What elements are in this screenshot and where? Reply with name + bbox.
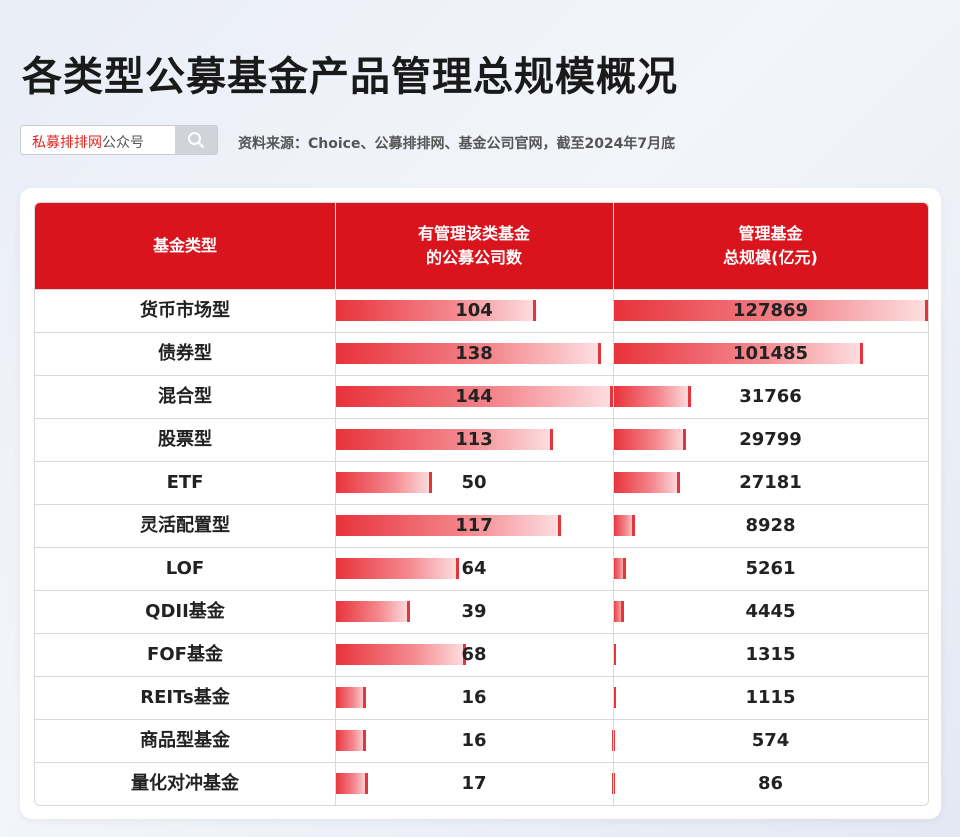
- company-count-value: 39: [461, 601, 487, 622]
- table-row: 股票型 113 29799: [35, 418, 928, 461]
- table-row: 量化对冲基金 17 86: [35, 762, 928, 805]
- fund-type-label: 货币市场型: [140, 300, 230, 321]
- table-row: 混合型 144 31766: [35, 375, 928, 418]
- company-count-bar: [335, 558, 459, 579]
- fund-type-label: 混合型: [158, 386, 212, 407]
- company-count-bar: [335, 386, 613, 407]
- total-scale-value: 5261: [745, 558, 796, 579]
- total-scale-value: 8928: [745, 515, 796, 536]
- total-scale-bar: [613, 429, 687, 450]
- total-scale-value: 27181: [739, 472, 802, 493]
- header-fund-type: 基金类型: [152, 236, 217, 255]
- total-scale-bar: [613, 300, 928, 321]
- search-button[interactable]: [175, 126, 217, 154]
- total-scale-value: 4445: [745, 601, 796, 622]
- fund-type-label: 商品型基金: [140, 730, 230, 751]
- header-total-scale: 管理基金 总规模(亿元): [723, 224, 818, 267]
- company-count-value: 113: [455, 429, 493, 450]
- header-divider: [613, 203, 614, 289]
- company-count-bar: [335, 773, 368, 794]
- company-count-bar: [335, 515, 561, 536]
- fund-type-label: ETF: [166, 472, 204, 493]
- table-row: 灵活配置型 117 8928: [35, 504, 928, 547]
- fund-type-label: 量化对冲基金: [131, 773, 239, 794]
- column-divider: [335, 289, 336, 805]
- search-text: 私募排排网公众号: [32, 132, 144, 152]
- table-row: REITs基金 16 1115: [35, 676, 928, 719]
- fund-type-label: 灵活配置型: [140, 515, 230, 536]
- table-row: FOF基金 68 1315: [35, 633, 928, 676]
- search-suffix: 公众号: [102, 135, 144, 151]
- fund-type-label: LOF: [165, 558, 205, 579]
- total-scale-value: 86: [757, 773, 784, 794]
- fund-type-label: 债券型: [158, 343, 212, 364]
- table-row: LOF 64 5261: [35, 547, 928, 590]
- total-scale-value: 127869: [732, 300, 809, 321]
- table-row: 货币市场型 104 127869: [35, 289, 928, 332]
- total-scale-value: 101485: [732, 343, 809, 364]
- total-scale-value: 1315: [745, 644, 796, 665]
- company-count-value: 68: [461, 644, 487, 665]
- company-count-value: 117: [455, 515, 493, 536]
- company-count-bar: [335, 601, 411, 622]
- total-scale-bar: [613, 386, 692, 407]
- total-scale-bar: [613, 343, 863, 364]
- search-box[interactable]: 私募排排网公众号: [20, 125, 218, 155]
- company-count-bar: [335, 472, 432, 493]
- total-scale-bar: [612, 687, 616, 708]
- total-scale-value: 574: [751, 730, 790, 751]
- table-row: QDII基金 39 4445: [35, 590, 928, 633]
- company-count-value: 64: [461, 558, 487, 579]
- company-count-value: 138: [455, 343, 493, 364]
- company-count-bar: [335, 687, 366, 708]
- page-title: 各类型公募基金产品管理总规模概况: [22, 54, 678, 100]
- company-count-value: 50: [461, 472, 487, 493]
- search-icon: [188, 132, 204, 148]
- company-count-value: 144: [455, 386, 493, 407]
- company-count-bar: [335, 300, 536, 321]
- company-count-bar: [335, 429, 554, 450]
- table-row: 商品型基金 16 574: [35, 719, 928, 762]
- company-count-bar: [335, 343, 602, 364]
- company-count-value: 17: [461, 773, 487, 794]
- total-scale-bar: [613, 644, 617, 665]
- search-brand: 私募排排网: [32, 135, 102, 151]
- header-divider: [335, 203, 336, 289]
- total-scale-bar: [613, 601, 624, 622]
- fund-type-label: QDII基金: [145, 601, 225, 622]
- fund-table: 基金类型 有管理该类基金 的公募公司数 管理基金 总规模(亿元) 货币市场型 10…: [34, 202, 929, 806]
- total-scale-value: 1115: [745, 687, 796, 708]
- company-count-bar: [335, 644, 467, 665]
- total-scale-bar: [613, 472, 680, 493]
- total-scale-bar: [613, 515, 635, 536]
- data-source-note: 资料来源：Choice、公募排排网、基金公司官网，截至2024年7月底: [238, 136, 676, 152]
- table-row: ETF 50 27181: [35, 461, 928, 504]
- fund-type-label: REITs基金: [140, 687, 230, 708]
- total-scale-bar: [613, 558, 626, 579]
- total-scale-value: 31766: [739, 386, 802, 407]
- total-scale-value: 29799: [739, 429, 802, 450]
- table-header: 基金类型 有管理该类基金 的公募公司数 管理基金 总规模(亿元): [35, 203, 928, 289]
- column-divider: [613, 289, 614, 805]
- company-count-value: 104: [455, 300, 493, 321]
- fund-type-label: FOF基金: [147, 644, 223, 665]
- table-row: 债券型 138 101485: [35, 332, 928, 375]
- company-count-bar: [335, 730, 366, 751]
- fund-type-label: 股票型: [158, 429, 212, 450]
- company-count-value: 16: [461, 730, 487, 751]
- header-company-count: 有管理该类基金 的公募公司数: [417, 224, 530, 267]
- company-count-value: 16: [461, 687, 487, 708]
